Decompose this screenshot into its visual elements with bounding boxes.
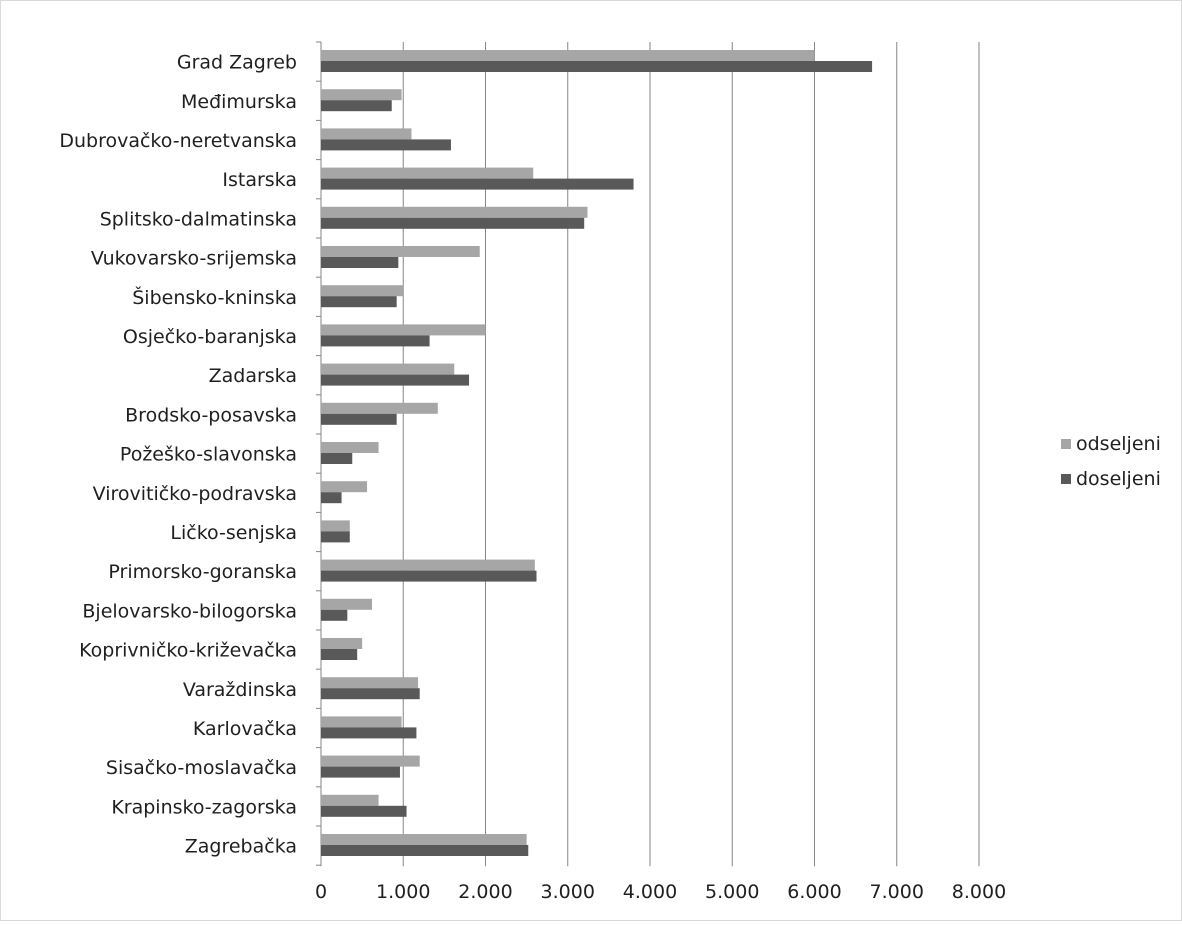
- bar-doseljeni: [321, 100, 392, 112]
- bar-odseljeni: [321, 128, 412, 140]
- x-tick-label: 1.000: [376, 881, 430, 903]
- category-label: Koprivničko-križevačka: [79, 640, 297, 662]
- x-tick-label: 5.000: [705, 881, 759, 903]
- bar-doseljeni: [321, 688, 420, 700]
- bar-odseljeni: [321, 167, 534, 179]
- legend-label-doseljeni: doseljeni: [1076, 468, 1161, 490]
- category-label: Osječko-baranjska: [123, 326, 297, 348]
- bar-doseljeni: [321, 805, 407, 817]
- x-tick-label: 2.000: [458, 881, 512, 903]
- bar-odseljeni: [321, 716, 402, 728]
- category-label: Međimurska: [181, 91, 297, 113]
- bar-doseljeni: [321, 649, 358, 660]
- bar-doseljeni: [321, 531, 350, 543]
- bar-odseljeni: [321, 794, 379, 806]
- legend: odseljeni doseljeni: [1061, 433, 1161, 490]
- bar-doseljeni: [321, 453, 353, 464]
- bar-odseljeni: [321, 598, 372, 610]
- category-label: Dubrovačko-neretvanska: [59, 130, 297, 152]
- bar-doseljeni: [321, 257, 399, 268]
- bar-doseljeni: [321, 766, 400, 778]
- x-tick-label: 3.000: [541, 881, 595, 903]
- bar-odseljeni: [321, 285, 404, 297]
- category-label: Bjelovarsko-bilogorska: [82, 600, 297, 622]
- category-label: Vukovarsko-srijemska: [91, 248, 297, 270]
- bar-doseljeni: [321, 609, 348, 621]
- category-label: Istarska: [222, 169, 297, 191]
- bar-odseljeni: [321, 481, 368, 493]
- category-label: Grad Zagreb: [177, 52, 297, 74]
- category-label: Virovitičko-podravska: [93, 483, 297, 505]
- legend-label-odseljeni: odseljeni: [1076, 433, 1161, 455]
- category-label: Šibensko-kninska: [132, 285, 297, 309]
- bar-doseljeni: [321, 178, 634, 190]
- category-label: Sisačko-moslavačka: [106, 757, 297, 779]
- bar-doseljeni: [321, 413, 397, 425]
- category-label: Varaždinska: [183, 679, 297, 701]
- bar-doseljeni: [321, 727, 417, 739]
- category-label: Brodsko-posavska: [125, 404, 297, 426]
- x-tick-label: 7.000: [870, 881, 924, 903]
- bar-doseljeni: [321, 570, 537, 582]
- bar-doseljeni: [321, 335, 430, 347]
- category-labels: Grad Zagreb Međimurska Dubrovačko-neretvan…: [59, 52, 297, 858]
- legend-swatch-doseljeni: [1061, 474, 1071, 484]
- category-label: Zagrebačka: [185, 836, 297, 858]
- bar-odseljeni: [321, 520, 350, 532]
- legend-swatch-odseljeni: [1061, 439, 1071, 449]
- bar-odseljeni: [321, 324, 486, 336]
- bar-odseljeni: [321, 442, 379, 453]
- bar-doseljeni: [321, 296, 397, 308]
- bar-doseljeni: [321, 139, 451, 151]
- bar-odseljeni: [321, 89, 402, 101]
- category-label: Ličko-senjska: [170, 522, 297, 544]
- bars: [321, 50, 873, 856]
- category-label: Splitsko-dalmatinska: [100, 208, 297, 230]
- bar-odseljeni: [321, 755, 420, 767]
- bar-doseljeni: [321, 61, 873, 72]
- category-label: Zadarska: [209, 365, 297, 387]
- category-label: Požeško-slavonska: [120, 444, 297, 466]
- category-label: Krapinsko-zagorska: [111, 796, 297, 818]
- bar-doseljeni: [321, 492, 342, 504]
- category-label: Primorsko-goranska: [108, 561, 297, 583]
- bar-odseljeni: [321, 677, 419, 689]
- x-tick-label: 8.000: [952, 881, 1006, 903]
- x-tick-labels: 0 1.000 2.000 3.000 4.000 5.000 6.000 7.000 8.00…: [315, 881, 1006, 903]
- bar-odseljeni: [321, 246, 480, 257]
- bar-odseljeni: [321, 559, 535, 571]
- bar-doseljeni: [321, 845, 529, 856]
- bar-odseljeni: [321, 50, 815, 61]
- bar-odseljeni: [321, 206, 588, 218]
- bar-doseljeni: [321, 374, 470, 386]
- x-tick-label: 4.000: [623, 881, 677, 903]
- x-tick-label: 0: [315, 881, 327, 903]
- bar-odseljeni: [321, 363, 455, 375]
- bar-odseljeni: [321, 638, 363, 649]
- bar-odseljeni: [321, 402, 438, 414]
- bar-odseljeni: [321, 834, 527, 845]
- x-tick-label: 6.000: [787, 881, 841, 903]
- category-label: Karlovačka: [193, 718, 297, 740]
- bar-doseljeni: [321, 217, 585, 229]
